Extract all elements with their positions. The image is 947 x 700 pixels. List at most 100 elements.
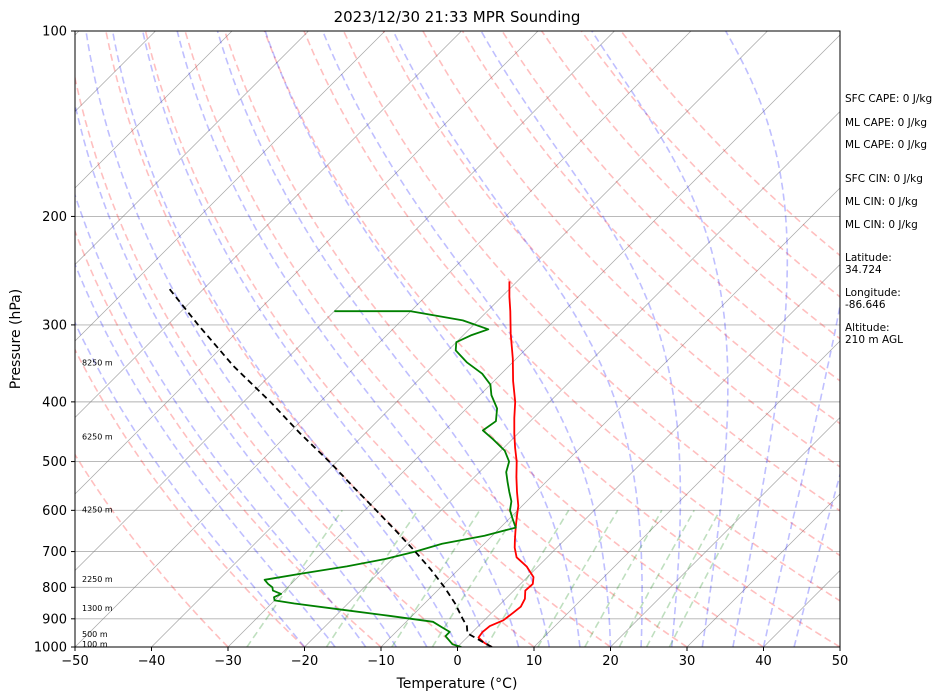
dry-adiabat (461, 31, 840, 425)
stat-label: 210 m AGL (845, 334, 903, 346)
y-tick-label: 800 (42, 581, 67, 596)
height-label: 100 m (82, 640, 108, 649)
isotherm (75, 31, 539, 495)
isotherm (686, 493, 840, 647)
stat-label: 34.724 (845, 264, 882, 276)
x-tick-label: 30 (679, 654, 696, 669)
mixing-ratio-line (618, 509, 695, 647)
moist-adiabat (75, 101, 397, 647)
moist-adiabat (75, 320, 306, 647)
y-tick-label: 400 (42, 395, 67, 410)
height-label: 500 m (82, 630, 108, 639)
mixing-ratio-line (668, 509, 743, 647)
stat-label: ML CIN: 0 J/kg (845, 196, 918, 208)
x-tick-label: −30 (214, 654, 241, 669)
parcel-path-line (166, 286, 493, 647)
moist-adiabat (176, 31, 520, 647)
moist-adiabat (85, 31, 428, 647)
y-axis-label: Pressure (hPa) (8, 289, 24, 389)
y-axis: 1000 900 800 700 600 500 400 300 200 100 (34, 25, 75, 656)
x-tick-label: −40 (138, 654, 165, 669)
x-tick-label: −20 (291, 654, 318, 669)
stats-panel: SFC CAPE: 0 J/kg ML CAPE: 0 J/kg ML CAPE: … (845, 93, 932, 346)
moist-adiabat (111, 31, 459, 647)
x-tick-label: 0 (453, 654, 461, 669)
isotherm (75, 31, 692, 647)
stat-label: Latitude: (845, 252, 892, 264)
dry-adiabat (184, 31, 688, 647)
height-label: 2250 m (82, 575, 113, 584)
mixing-ratio-line (584, 509, 663, 647)
dry-adiabat (75, 229, 382, 647)
stat-label: SFC CIN: 0 J/kg (845, 173, 923, 185)
dry-adiabat (105, 31, 535, 647)
isotherm (75, 31, 386, 342)
dry-adiabat (382, 31, 840, 512)
stat-label: SFC CAPE: 0 J/kg (845, 93, 932, 105)
moist-adiabat (216, 31, 551, 647)
y-tick-label: 700 (42, 545, 67, 560)
dry-adiabat (223, 31, 764, 647)
height-label: 4250 m (82, 505, 113, 514)
moist-adiabat (762, 302, 840, 647)
mixing-ratio-line (325, 509, 419, 647)
chart-title: 2023/12/30 21:33 MPR Sounding (334, 8, 581, 26)
isotherm (151, 31, 768, 647)
dry-adiabat (263, 31, 840, 647)
isotherm (533, 340, 840, 647)
mixing-ratio-line (431, 509, 519, 647)
y-tick-label: 300 (42, 318, 67, 333)
x-tick-label: −50 (61, 654, 88, 669)
mixing-ratio-line (537, 509, 619, 647)
dry-adiabat (580, 31, 840, 298)
stat-label: ML CAPE: 0 J/kg (845, 139, 927, 151)
moist-adiabat (141, 31, 489, 647)
isotherm (75, 31, 309, 265)
isotherm (75, 31, 233, 189)
dry-adiabat (342, 31, 840, 557)
dry-adiabat (75, 453, 229, 647)
dewpoint-line (263, 310, 517, 647)
isotherm (380, 187, 840, 647)
dry-adiabat (144, 31, 611, 647)
y-tick-label: 1000 (34, 641, 67, 656)
dry-adiabat (303, 31, 840, 602)
y-tick-label: 600 (42, 504, 67, 519)
mixing-ratio-line (246, 509, 343, 647)
dry-adiabat (541, 31, 840, 340)
dry-adiabat (75, 74, 459, 647)
background-lines (0, 31, 840, 647)
isotherm (227, 34, 840, 647)
isotherm (75, 31, 615, 571)
isotherm (457, 264, 840, 647)
stat-label: ML CAPE: 0 J/kg (845, 117, 927, 129)
y-tick-label: 100 (42, 25, 67, 40)
dry-adiabat (501, 31, 840, 382)
moist-adiabat (392, 31, 643, 647)
dry-adiabat (422, 31, 840, 468)
y-tick-label: 200 (42, 210, 67, 225)
mixing-ratio-line (485, 509, 570, 647)
height-label: 1300 m (82, 604, 113, 613)
x-tick-label: 50 (832, 654, 849, 669)
x-tick-label: 40 (755, 654, 772, 669)
moist-adiabat (264, 31, 581, 647)
mixing-ratio-line (645, 509, 721, 647)
stat-label: Longitude: (845, 287, 901, 299)
stat-label: -86.646 (845, 299, 886, 311)
height-label: 6250 m (82, 432, 113, 441)
isotherm (0, 31, 3, 647)
mixing-ratio-line (391, 509, 481, 647)
moist-adiabat (75, 192, 367, 647)
x-tick-label: −10 (367, 654, 394, 669)
plot-frame (74, 30, 841, 648)
moist-adiabat (480, 31, 682, 647)
stat-label: Altitude: (845, 322, 890, 334)
moist-adiabat (725, 31, 789, 647)
temperature-line (477, 281, 535, 647)
x-axis-label: Temperature (°C) (396, 676, 518, 692)
x-tick-label: 20 (602, 654, 619, 669)
y-tick-label: 500 (42, 455, 67, 470)
